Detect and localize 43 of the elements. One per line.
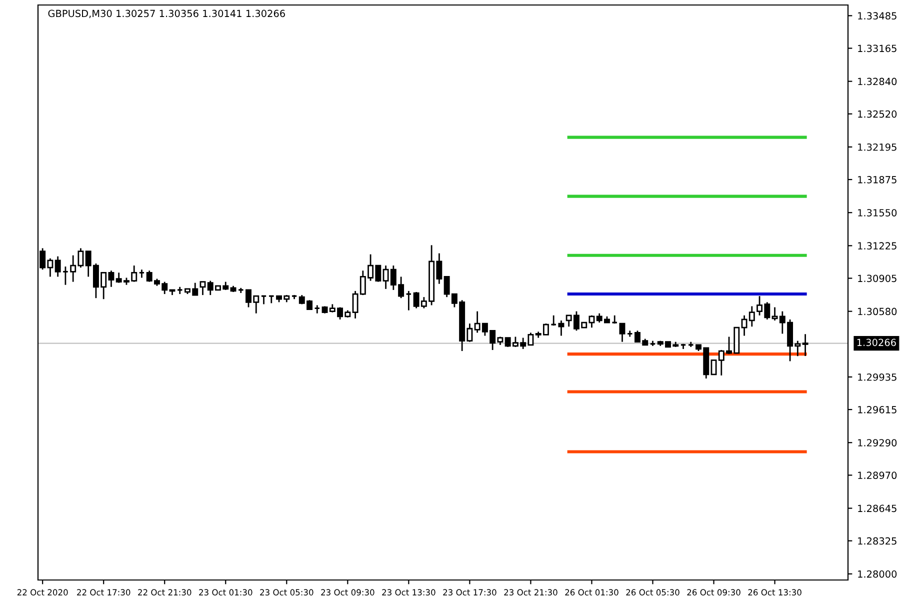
y-tick-label: 1.29615: [858, 406, 896, 414]
y-tick-label: 1.30580: [858, 308, 897, 316]
y-tick-label: 1.29290: [858, 439, 897, 446]
x-tick-label: 23 Oct 13:30: [382, 589, 436, 596]
x-tick-label: 23 Oct 01:30: [199, 589, 252, 596]
x-tick-label: 23 Oct 21:30: [504, 589, 558, 596]
x-tick-label: 23 Oct 05:30: [260, 589, 314, 596]
y-tick-label: 1.31225: [858, 242, 896, 250]
candlestick: [550, 314, 557, 326]
y-tick-label: 1.31550: [858, 209, 897, 216]
x-tick-label: 22 Oct 17:30: [77, 589, 130, 596]
x-tick-label: 23 Oct 09:30: [321, 589, 374, 596]
y-tick-label: 1.30905: [858, 274, 896, 282]
candlestick: [200, 281, 206, 296]
candlestick: [62, 266, 68, 286]
x-tick-label: 22 Oct 2020: [17, 589, 68, 596]
x-tick-label: 26 Oct 01:30: [565, 589, 618, 596]
x-tick-label: 26 Oct 13:30: [748, 589, 802, 596]
candlestick: [54, 256, 61, 278]
y-tick-label: 1.29935: [858, 373, 896, 381]
chart-title: GBPUSD,M30 1.30257 1.30356 1.30141 1.30266: [48, 10, 285, 18]
y-tick-label: 1.28645: [858, 504, 896, 512]
candlestick: [558, 320, 564, 336]
y-tick-label: 1.32195: [858, 143, 896, 151]
candlestick: [314, 304, 320, 314]
y-tick-label: 1.33165: [858, 44, 896, 52]
candlestick: [802, 333, 808, 357]
y-tick-label: 1.32520: [858, 110, 897, 118]
x-tick-label: 23 Oct 17:30: [443, 589, 496, 596]
x-tick-label: 26 Oct 05:30: [626, 589, 680, 596]
y-tick-label: 1.31875: [858, 176, 896, 184]
candlestick: [619, 322, 626, 343]
y-tick-label: 1.32840: [858, 78, 897, 86]
x-tick-label: 26 Oct 09:30: [687, 589, 740, 596]
y-tick-label: 1.28325: [858, 537, 896, 545]
y-tick-label: 1.33485: [858, 12, 896, 20]
candlestick: [268, 295, 274, 304]
candlestick: [710, 359, 717, 376]
candlestick: [260, 295, 267, 305]
y-tick-label: 1.28970: [858, 472, 897, 480]
ref-line-label: 1.30266: [857, 338, 896, 346]
y-tick-label: 1.28000: [858, 570, 897, 578]
x-tick-label: 22 Oct 21:30: [138, 589, 192, 596]
